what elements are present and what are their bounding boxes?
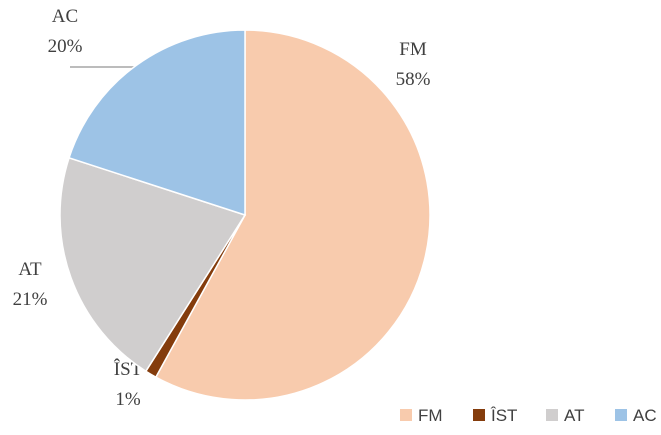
slice-label: AC bbox=[52, 6, 78, 27]
legend-label: AC bbox=[633, 406, 657, 425]
slice-value: 20% bbox=[48, 36, 83, 57]
pie-slice bbox=[59, 156, 247, 373]
slice-label: FM bbox=[399, 39, 427, 60]
legend-swatch bbox=[400, 409, 412, 421]
legend-swatch bbox=[615, 409, 627, 421]
legend-swatch bbox=[473, 409, 485, 421]
pie-slice bbox=[154, 29, 431, 401]
slice-value: 1% bbox=[115, 389, 141, 410]
legend-label: FM bbox=[418, 406, 443, 425]
pie-slice bbox=[68, 29, 246, 217]
slice-value: 58% bbox=[396, 69, 431, 90]
legend-swatch bbox=[546, 409, 558, 421]
legend-label: AT bbox=[564, 406, 584, 425]
slice-value: 21% bbox=[13, 289, 48, 310]
legend-label: ÎST bbox=[490, 406, 517, 425]
slice-label: AT bbox=[18, 259, 42, 280]
